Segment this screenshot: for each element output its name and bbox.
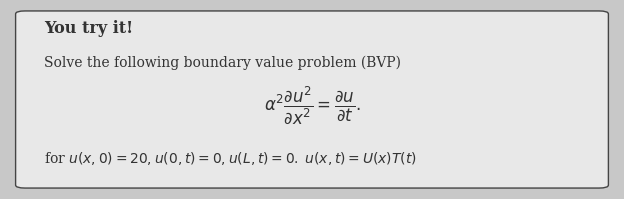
Text: You try it!: You try it!	[44, 20, 133, 37]
Text: for $u(x,0) = 20, u(0,t) = 0, u(L,t) = 0.\; u(x,t) = U(x)T(t)$: for $u(x,0) = 20, u(0,t) = 0, u(L,t) = 0…	[44, 150, 416, 167]
Text: Solve the following boundary value problem (BVP): Solve the following boundary value probl…	[44, 56, 401, 70]
Text: $\alpha^2 \dfrac{\partial u^2}{\partial x^2} = \dfrac{\partial u}{\partial t}.$: $\alpha^2 \dfrac{\partial u^2}{\partial …	[263, 85, 361, 126]
